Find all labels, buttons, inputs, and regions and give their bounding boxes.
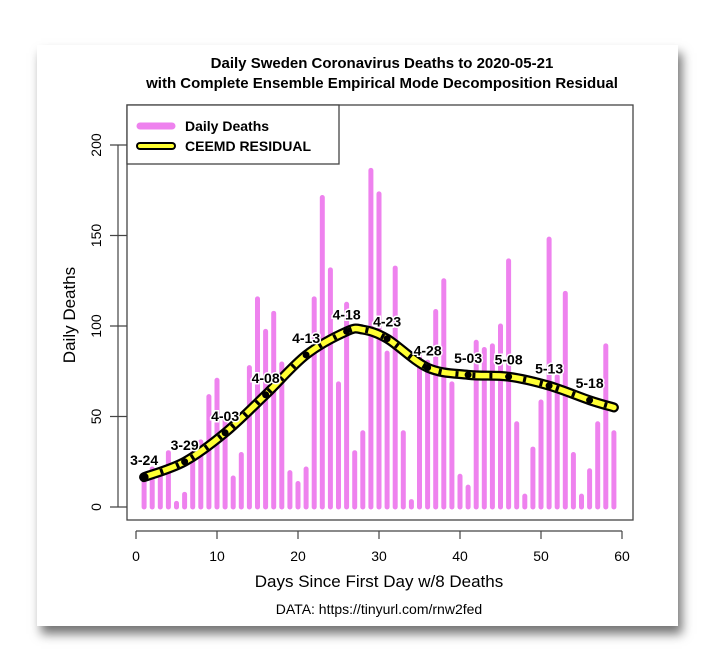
date-label-4-28: 4-28 bbox=[414, 343, 442, 359]
y-axis: 0 50 100 150 200 bbox=[88, 133, 127, 511]
date-label-4-08: 4-08 bbox=[252, 370, 280, 386]
y-tick-label: 200 bbox=[88, 133, 104, 157]
marker-5-18 bbox=[586, 396, 594, 404]
date-label-5-08: 5-08 bbox=[495, 352, 523, 368]
date-label-4-13: 4-13 bbox=[292, 330, 320, 346]
y-axis-label: Daily Deaths bbox=[60, 267, 79, 363]
marker-5-08 bbox=[505, 373, 513, 381]
marker-4-08 bbox=[262, 391, 270, 399]
marker-4-13 bbox=[302, 351, 310, 359]
data-source: DATA: https://tinyurl.com/rnw2fed bbox=[276, 601, 482, 617]
date-label-5-13: 5-13 bbox=[535, 361, 563, 377]
date-label-5-03: 5-03 bbox=[454, 350, 482, 366]
x-tick-label: 30 bbox=[371, 548, 387, 564]
marker-3-29 bbox=[181, 458, 189, 466]
y-tick-label: 100 bbox=[88, 314, 104, 338]
date-label-3-29: 3-29 bbox=[171, 437, 199, 453]
x-axis: 0 10 20 30 40 50 60 bbox=[132, 530, 630, 564]
marker-5-13 bbox=[545, 382, 553, 390]
date-label-4-23: 4-23 bbox=[373, 314, 401, 330]
residual-curve-group: 3-24 3-29 4-03 4-08 4-13 4-18 4-23 4-28 5-03 5-08… bbox=[129, 305, 619, 483]
residual-curve bbox=[141, 325, 617, 480]
legend-box bbox=[126, 104, 340, 165]
x-tick-label: 40 bbox=[452, 548, 468, 564]
chart-subtitle: with Complete Ensemble Empirical Mode De… bbox=[145, 75, 618, 92]
marker-4-28 bbox=[424, 364, 432, 372]
y-tick-label: 0 bbox=[88, 503, 104, 511]
x-tick-label: 10 bbox=[209, 548, 225, 564]
y-tick-label: 150 bbox=[88, 224, 104, 248]
chart-title: Daily Sweden Coronavirus Deaths to 2020-… bbox=[211, 55, 554, 72]
date-label-4-18: 4-18 bbox=[333, 306, 361, 322]
marker-4-18 bbox=[343, 327, 351, 335]
y-tick-label: 50 bbox=[88, 409, 104, 425]
legend: Daily Deaths CEEMD RESIDUAL bbox=[126, 104, 340, 165]
x-tick-label: 50 bbox=[533, 548, 549, 564]
marker-5-03 bbox=[464, 371, 472, 379]
marker-3-24 bbox=[139, 472, 149, 482]
date-label-5-18: 5-18 bbox=[576, 375, 604, 391]
x-tick-label: 60 bbox=[614, 548, 630, 564]
legend-label-daily-deaths: Daily Deaths bbox=[185, 118, 269, 134]
date-label-4-03: 4-03 bbox=[211, 408, 239, 424]
marker-4-23 bbox=[383, 335, 391, 343]
date-label-3-24: 3-24 bbox=[130, 452, 158, 468]
x-axis-label: Days Since First Day w/8 Deaths bbox=[255, 572, 503, 591]
plot-frame bbox=[126, 104, 634, 521]
marker-4-03 bbox=[221, 429, 229, 437]
legend-label-residual: CEEMD RESIDUAL bbox=[185, 138, 311, 154]
x-tick-label: 0 bbox=[132, 548, 140, 564]
x-tick-label: 20 bbox=[290, 548, 306, 564]
